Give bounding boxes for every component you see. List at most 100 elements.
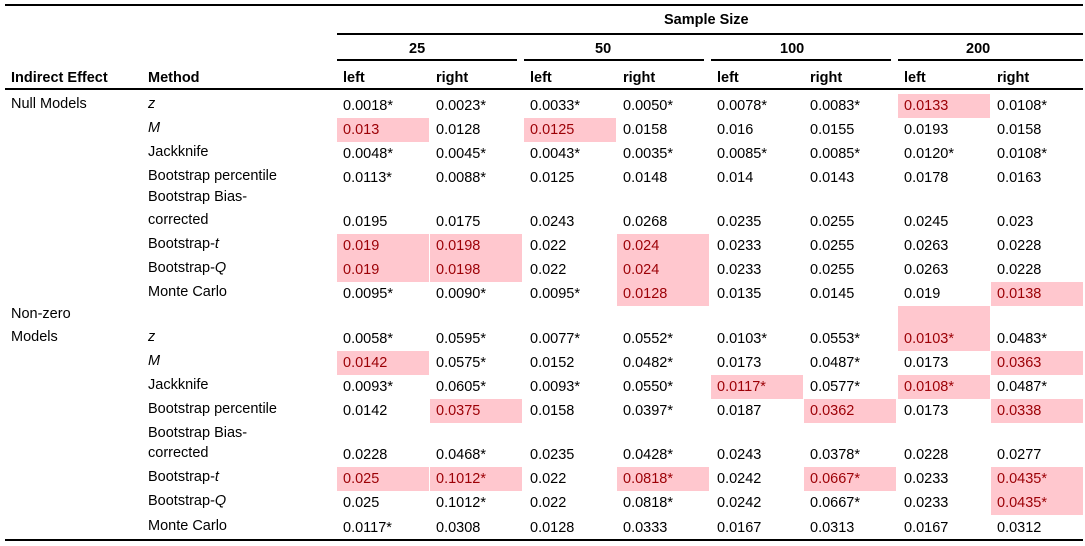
value-cell: 0.022 [530, 238, 567, 254]
value-cell: 0.0242 [717, 471, 762, 487]
value-cell: 0.0058* [343, 331, 393, 347]
value-cell: 0.0048* [343, 146, 393, 162]
value-cell: 0.0085* [717, 146, 767, 162]
value-cell: 0.0113* [343, 170, 392, 186]
value-cell: 0.0255 [810, 214, 855, 230]
value-cell: 0.019 [904, 286, 941, 302]
value-cell: 0.0242 [717, 495, 762, 511]
value-cell: 0.0553* [810, 331, 860, 347]
method-label-italic: M [148, 353, 161, 369]
value-cell: 0.0173 [904, 355, 949, 371]
value-cell: 0.0078* [717, 98, 767, 114]
value-cell: 0.0667* [810, 495, 860, 511]
value-cell: 0.0135 [717, 286, 762, 302]
size-underline [524, 59, 704, 61]
value-cell: 0.0263 [904, 262, 949, 278]
value-cell: 0.0125 [530, 170, 575, 186]
value-cell: 0.0045* [436, 146, 486, 162]
side-header: left [530, 70, 552, 86]
value-cell: 0.0142 [343, 403, 388, 419]
size-underline [337, 59, 517, 61]
value-cell: 0.0235 [530, 447, 575, 463]
value-cell: 0.022 [530, 495, 567, 511]
value-cell: 0.0233 [904, 495, 949, 511]
method-label: M [148, 350, 160, 373]
flagged-cell: 0.024 [617, 258, 709, 282]
value-cell: 0.0378* [810, 447, 860, 463]
method-label-text: Bootstrap percentile [148, 401, 277, 417]
value-cell: 0.0128 [436, 122, 481, 138]
value-cell: 0.0487* [810, 355, 860, 371]
method-label: Bootstrap Bias- [148, 186, 247, 209]
value-cell: 0.0308 [436, 520, 481, 536]
value-cell: 0.0468* [436, 447, 486, 463]
method-label: Bootstrap percentile [148, 165, 277, 188]
value-cell: 0.0818* [623, 495, 673, 511]
value-cell: 0.0095* [343, 286, 393, 302]
value-cell: 0.022 [530, 262, 567, 278]
flagged-cell: 0.1012* [430, 467, 522, 491]
value-cell: 0.0243 [530, 214, 575, 230]
method-label-text: Bootstrap- [148, 236, 215, 252]
value-cell: 0.0233 [904, 471, 949, 487]
method-label-italic: M [148, 120, 161, 136]
value-cell: 0.0228 [997, 238, 1042, 254]
flagged-cell: 0.0198 [430, 234, 522, 258]
method-label: Jackknife [148, 374, 208, 397]
flagged-cell: 0.019 [337, 258, 429, 282]
method-label: Bootstrap-Q [148, 490, 226, 513]
method-label-text: corrected [148, 212, 209, 228]
value-cell: 0.0023* [436, 98, 486, 114]
value-cell: 0.0148 [623, 170, 668, 186]
method-label-italic: z [148, 96, 156, 112]
method-label-text: Bootstrap Bias- [148, 425, 248, 441]
value-cell: 0.0595* [436, 331, 486, 347]
side-header: left [904, 70, 926, 86]
value-cell: 0.0482* [623, 355, 673, 371]
method-label: Bootstrap-t [148, 233, 219, 256]
method-label: corrected [148, 209, 208, 232]
value-cell: 0.0158 [530, 403, 575, 419]
value-cell: 0.0173 [717, 355, 762, 371]
value-cell: 0.0550* [623, 379, 673, 395]
side-header: right [436, 70, 469, 86]
value-cell: 0.0228 [904, 447, 949, 463]
value-cell: 0.0093* [530, 379, 580, 395]
value-cell: 0.0095* [530, 286, 580, 302]
value-cell: 0.0268 [623, 214, 668, 230]
method-label-text: Monte Carlo [148, 284, 227, 300]
flagged-cell: 0.019 [337, 234, 429, 258]
header-rule [5, 88, 1083, 90]
side-header: right [997, 70, 1030, 86]
value-cell: 0.0120* [904, 146, 954, 162]
value-cell: 0.0428* [623, 447, 673, 463]
value-cell: 0.0313 [810, 520, 855, 536]
flagged-cell: 0.0363 [991, 351, 1083, 375]
value-cell: 0.0245 [904, 214, 949, 230]
value-cell: 0.0487* [997, 379, 1047, 395]
size-underline [898, 59, 1083, 61]
method-label-text: corrected [148, 445, 209, 461]
value-cell: 0.0167 [717, 520, 762, 536]
value-cell: 0.0235 [717, 214, 762, 230]
value-cell: 0.025 [343, 495, 380, 511]
side-header: right [623, 70, 656, 86]
method-label: z [148, 326, 155, 349]
value-cell: 0.0085* [810, 146, 860, 162]
value-cell: 0.0043* [530, 146, 580, 162]
value-cell: 0.0178 [904, 170, 949, 186]
value-cell: 0.0117* [343, 520, 392, 536]
value-cell: 0.022 [530, 471, 567, 487]
value-cell: 0.0128 [530, 520, 575, 536]
flagged-cell: 0.0667* [804, 467, 896, 491]
value-cell: 0.0228 [343, 447, 388, 463]
sample-size-header: Sample Size [664, 12, 749, 28]
method-label-italic: Q [214, 260, 227, 276]
value-cell: 0.0263 [904, 238, 949, 254]
method-label: corrected [148, 442, 208, 465]
size-header: 200 [966, 41, 991, 57]
size-header: 50 [595, 41, 612, 57]
value-cell: 0.014 [717, 170, 754, 186]
value-cell: 0.0143 [810, 170, 855, 186]
value-cell: 0.0088* [436, 170, 486, 186]
